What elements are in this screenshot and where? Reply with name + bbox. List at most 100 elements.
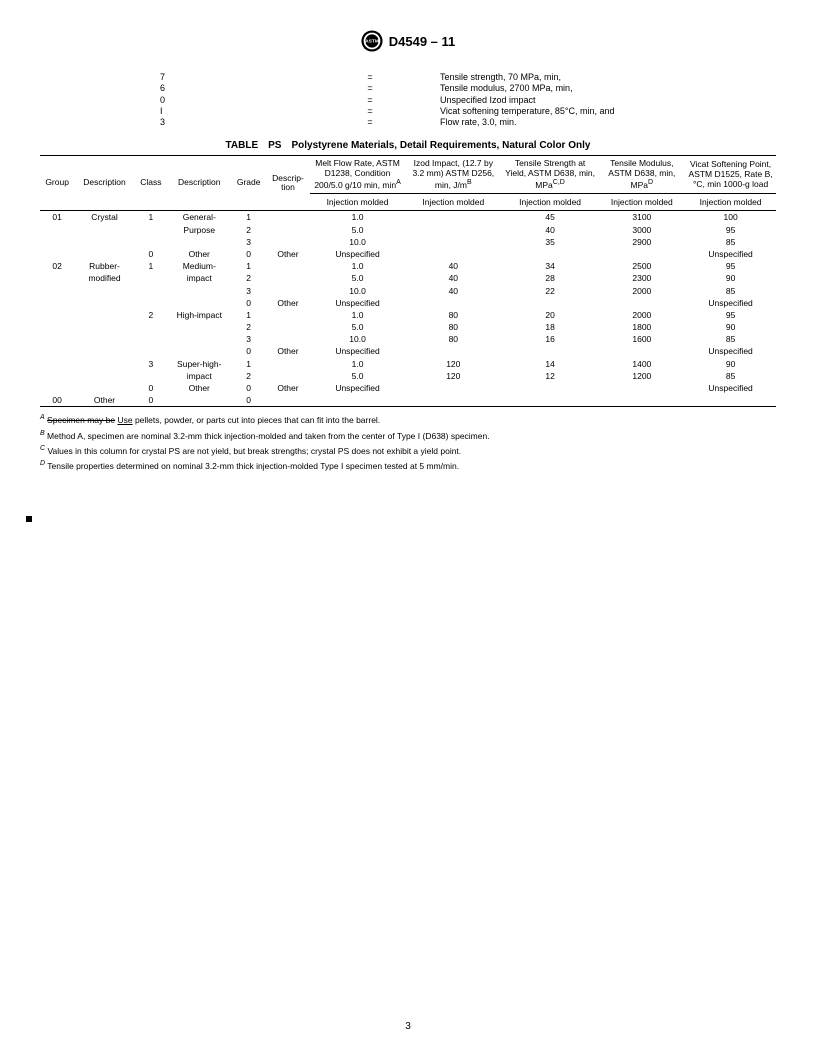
cell-vicat: 95 <box>685 260 776 272</box>
cell-tstr: 35 <box>502 236 599 248</box>
cell-class: 0 <box>135 394 167 407</box>
cell-class: 0 <box>135 248 167 260</box>
th2-tstr: Injection molded <box>502 194 599 211</box>
cell-tmod: 3000 <box>598 224 685 236</box>
th-grade: Grade <box>232 156 266 211</box>
cell-desc1 <box>74 321 134 333</box>
page-header: ASTM D4549 – 11 <box>40 30 776 54</box>
cell-izod <box>405 236 502 248</box>
cell-desc3 <box>266 260 310 272</box>
callout-row: 0=Unspecified Izod impact <box>160 95 730 106</box>
cell-group <box>40 358 74 370</box>
cell-desc1: Rubber- <box>74 260 134 272</box>
cell-desc2 <box>167 345 232 357</box>
cell-tstr <box>502 248 599 260</box>
cell-melt: 1.0 <box>310 260 405 272</box>
cell-melt: Unspecified <box>310 345 405 357</box>
cell-grade: 1 <box>232 260 266 272</box>
cell-desc3 <box>266 333 310 345</box>
cell-melt <box>310 394 405 407</box>
cell-group <box>40 236 74 248</box>
cell-class <box>135 370 167 382</box>
cell-desc3 <box>266 394 310 407</box>
cell-desc3: Other <box>266 248 310 260</box>
cell-vicat <box>685 394 776 407</box>
table-row: 310.035290085 <box>40 236 776 248</box>
cell-tmod: 2900 <box>598 236 685 248</box>
cell-desc3 <box>266 358 310 370</box>
cell-desc2: General- <box>167 211 232 224</box>
cell-melt: 1.0 <box>310 358 405 370</box>
cell-group <box>40 297 74 309</box>
cell-vicat: 95 <box>685 309 776 321</box>
cell-tstr: 14 <box>502 358 599 370</box>
table-row: Purpose25.040300095 <box>40 224 776 236</box>
cell-group <box>40 370 74 382</box>
cell-vicat: 90 <box>685 321 776 333</box>
cell-group: 01 <box>40 211 74 224</box>
cell-tmod: 2500 <box>598 260 685 272</box>
table-row: 0Other0OtherUnspecifiedUnspecified <box>40 382 776 394</box>
cell-tstr: 28 <box>502 272 599 284</box>
cell-class <box>135 236 167 248</box>
table-row: 00Other00 <box>40 394 776 407</box>
cell-group <box>40 272 74 284</box>
cell-desc3 <box>266 321 310 333</box>
th-melt: Melt Flow Rate, ASTM D1238, Condition 20… <box>310 156 405 194</box>
cell-desc1: modified <box>74 272 134 284</box>
cell-grade: 1 <box>232 211 266 224</box>
cell-tstr <box>502 382 599 394</box>
cell-desc2 <box>167 321 232 333</box>
cell-vicat: 90 <box>685 358 776 370</box>
cell-tstr: 18 <box>502 321 599 333</box>
cell-desc2: Other <box>167 382 232 394</box>
cell-desc3 <box>266 211 310 224</box>
requirements-table: Group Description Class Description Grad… <box>40 155 776 407</box>
cell-melt: 5.0 <box>310 272 405 284</box>
cell-desc2 <box>167 236 232 248</box>
cell-izod <box>405 345 502 357</box>
table-row: 0OtherUnspecifiedUnspecified <box>40 297 776 309</box>
cell-desc3 <box>266 370 310 382</box>
cell-desc2: Medium- <box>167 260 232 272</box>
th2-izod: Injection molded <box>405 194 502 211</box>
footnote-d: D Tensile properties determined on nomin… <box>40 459 776 472</box>
table-caption: TABLEPSPolystyrene Materials, Detail Req… <box>40 140 776 151</box>
cell-grade: 0 <box>232 248 266 260</box>
cell-tstr: 12 <box>502 370 599 382</box>
cell-tmod: 1400 <box>598 358 685 370</box>
cell-melt: 10.0 <box>310 236 405 248</box>
cell-vicat: 85 <box>685 370 776 382</box>
cell-tstr: 22 <box>502 285 599 297</box>
cell-melt: 10.0 <box>310 285 405 297</box>
cell-desc1 <box>74 285 134 297</box>
cell-tmod: 1800 <box>598 321 685 333</box>
cell-vicat: 100 <box>685 211 776 224</box>
cell-grade: 0 <box>232 382 266 394</box>
cell-tstr: 16 <box>502 333 599 345</box>
cell-grade: 1 <box>232 358 266 370</box>
cell-class <box>135 272 167 284</box>
cell-grade: 1 <box>232 309 266 321</box>
cell-desc3 <box>266 285 310 297</box>
cell-tmod <box>598 382 685 394</box>
cell-melt: Unspecified <box>310 382 405 394</box>
th2-vicat: Injection molded <box>685 194 776 211</box>
cell-tstr: 45 <box>502 211 599 224</box>
cell-grade: 3 <box>232 236 266 248</box>
cell-grade: 0 <box>232 394 266 407</box>
th-tmod: Tensile Modulus, ASTM D638, min, MPaD <box>598 156 685 194</box>
table-row: 310.08016160085 <box>40 333 776 345</box>
cell-grade: 2 <box>232 272 266 284</box>
th-group: Group <box>40 156 74 211</box>
cell-tmod: 2000 <box>598 309 685 321</box>
cell-desc2: Super-high- <box>167 358 232 370</box>
callout-row: 3=Flow rate, 3.0, min. <box>160 117 730 128</box>
table-row: 2High-impact11.08020200095 <box>40 309 776 321</box>
callout-row: 7=Tensile strength, 70 MPa, min, <box>160 72 730 83</box>
cell-melt: 1.0 <box>310 211 405 224</box>
cell-group <box>40 382 74 394</box>
cell-desc1 <box>74 345 134 357</box>
page-number: 3 <box>0 1021 816 1032</box>
th2-melt: Injection molded <box>310 194 405 211</box>
